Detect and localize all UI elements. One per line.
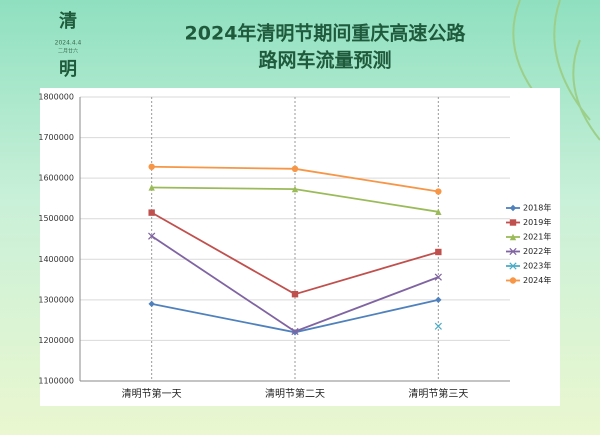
marker xyxy=(291,185,299,193)
legend-label: 2024年 xyxy=(523,275,551,285)
chart-title: 2024年清明节期间重庆高速公路 xyxy=(185,22,467,45)
legend-label: 2021年 xyxy=(523,232,551,242)
marker xyxy=(148,300,155,308)
y-tick-label: 1500000 xyxy=(38,214,74,223)
y-tick-label: 1400000 xyxy=(38,255,74,264)
y-tick-label: 1800000 xyxy=(38,93,74,102)
x-tick-label: 清明节第一天 xyxy=(122,387,182,400)
header-char: 清 xyxy=(59,11,77,32)
marker xyxy=(435,208,442,216)
x-tick-label: 清明节第二天 xyxy=(265,387,325,400)
marker xyxy=(435,248,442,256)
marker xyxy=(435,296,442,304)
legend-label: 2018年 xyxy=(523,203,551,213)
y-tick-label: 1600000 xyxy=(38,174,74,183)
legend-label: 2023年 xyxy=(523,261,551,271)
marker xyxy=(291,327,299,336)
marker xyxy=(435,188,442,195)
marker xyxy=(509,247,517,256)
marker xyxy=(148,232,156,240)
chart-subtitle: 路网车流量预测 xyxy=(258,49,391,72)
x-tick-label: 清明节第三天 xyxy=(408,387,468,400)
plot-panel xyxy=(40,88,560,406)
marker xyxy=(148,163,155,170)
marker xyxy=(509,219,517,226)
y-tick-label: 1700000 xyxy=(38,133,74,142)
marker xyxy=(148,184,155,191)
marker xyxy=(509,204,517,212)
y-tick-label: 1200000 xyxy=(38,336,74,345)
legend-label: 2022年 xyxy=(523,246,551,256)
marker xyxy=(291,290,299,298)
y-tick-label: 1300000 xyxy=(38,295,74,304)
marker xyxy=(509,262,517,270)
marker xyxy=(148,209,155,216)
marker xyxy=(291,165,299,173)
header-date: 2024.4.4 xyxy=(55,40,82,47)
marker xyxy=(509,233,517,241)
y-tick-label: 1100000 xyxy=(38,377,74,386)
header-char: 明 xyxy=(59,59,77,80)
legend-label: 2019年 xyxy=(523,217,551,227)
header-lunar: 二月廿六 xyxy=(58,48,78,55)
marker xyxy=(509,277,517,284)
marker xyxy=(434,273,442,281)
marker xyxy=(434,322,442,330)
